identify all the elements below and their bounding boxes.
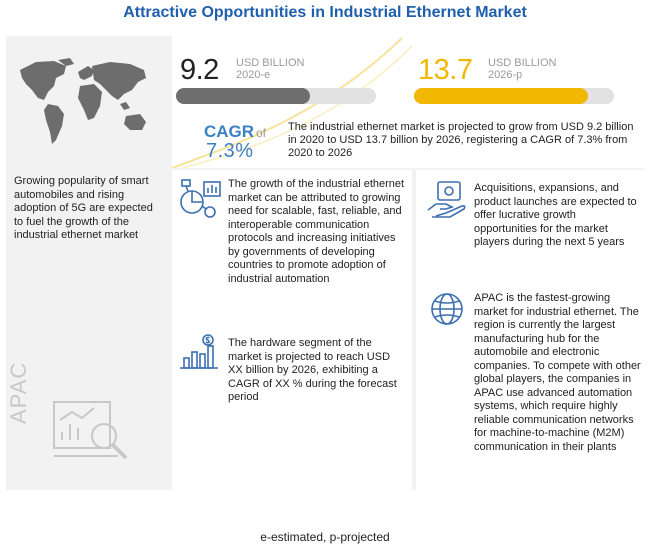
globe-icon [431, 293, 463, 325]
hardware-segment-text: The hardware segment of the market is pr… [228, 337, 397, 403]
apac-growth-text: APAC is the fastest-growing market for i… [474, 292, 641, 453]
progress-bar-2020 [176, 88, 376, 104]
year-label: 2020-e [236, 69, 271, 81]
market-value-2020: 9.2 [180, 54, 219, 86]
cagr-of-label: of [256, 126, 267, 140]
footnote: e-estimated, p-projected [260, 530, 390, 544]
page-title: Attractive Opportunities in Industrial E… [123, 4, 527, 21]
unit-label: USD BILLION [236, 57, 305, 69]
year-label: 2026-p [488, 69, 523, 81]
bar-chart-dollar-icon [180, 334, 218, 369]
middle-panel [172, 170, 412, 490]
progress-bar-2020-fill [176, 88, 310, 104]
unit-label: USD BILLION [488, 57, 557, 69]
growth-factor-text: The growth of the industrial ethernet ma… [228, 178, 405, 285]
progress-bar-2026 [414, 88, 614, 104]
market-unit-2020: USD BILLION 2020-e [236, 57, 304, 81]
growth-driver-text: Growing popularity of smart automobiles … [14, 175, 153, 241]
right-panel [416, 170, 644, 490]
network-chart-icon [180, 179, 221, 218]
cagr-description: The industrial ethernet market is projec… [288, 121, 634, 159]
market-unit-2026: USD BILLION 2026-p [488, 57, 556, 81]
market-value-2026: 13.7 [418, 54, 473, 86]
decorative-swoosh [172, 37, 413, 168]
hand-money-icon [427, 181, 466, 218]
progress-bar-2026-fill [414, 88, 588, 104]
cagr-value: 7.3% [206, 140, 254, 162]
cagr-label: CAGR [204, 122, 255, 141]
acquisitions-text: Acquisitions, expansions, and product la… [474, 182, 637, 248]
apac-label: APAC [6, 361, 31, 424]
world-map-icon [20, 58, 146, 144]
chart-magnifier-icon [53, 401, 128, 460]
